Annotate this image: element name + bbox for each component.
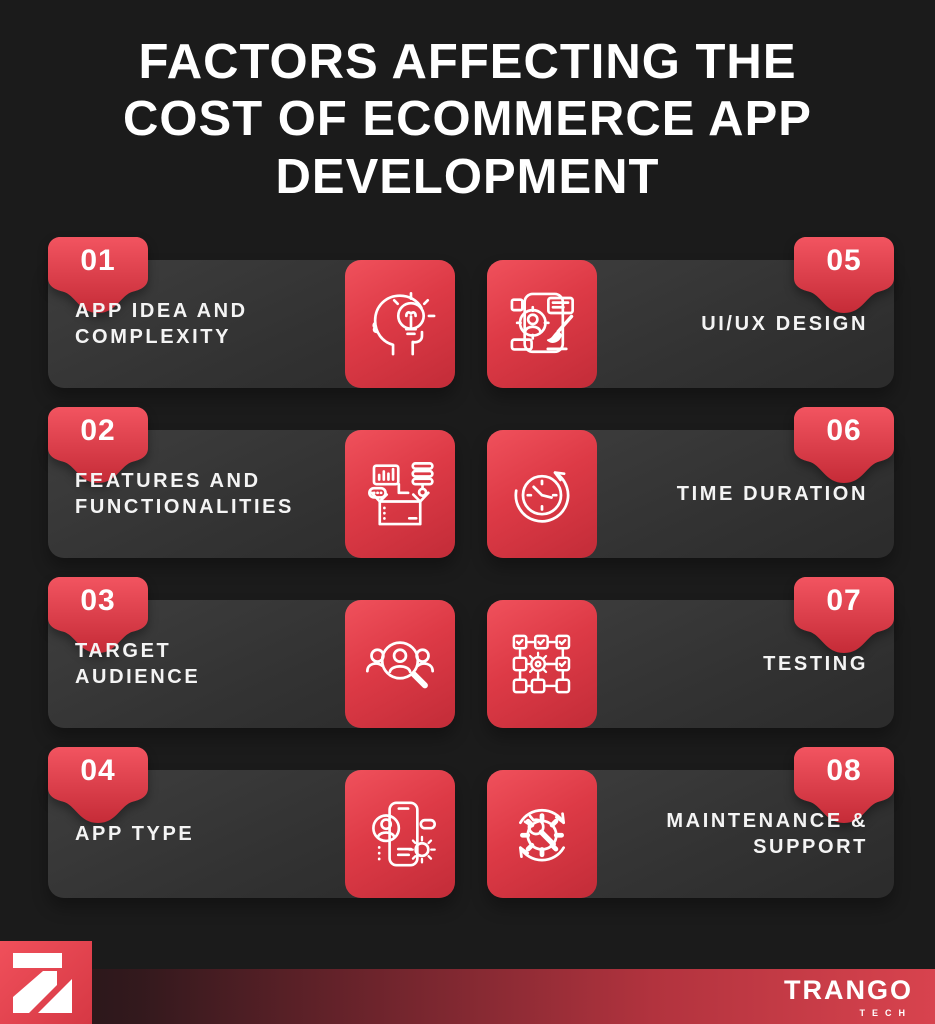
- factor-number-badge: 03: [48, 577, 148, 653]
- factor-label: UI/UX DESIGN: [701, 312, 868, 335]
- factor-number-badge: 08: [794, 747, 894, 823]
- maintenance-support-icon: [487, 770, 597, 898]
- factor-card-03: 03 TARGET AUDIENCE: [48, 577, 455, 728]
- factor-number: 06: [826, 414, 862, 447]
- trango-arrow-logo: [0, 941, 92, 1024]
- factor-number: 02: [80, 414, 116, 447]
- factor-number-badge: 01: [48, 237, 148, 313]
- factor-number: 03: [80, 584, 116, 617]
- factor-card-07: 07 TESTING: [487, 577, 894, 728]
- brand-sub: TECH: [859, 1008, 912, 1018]
- features-box-icon: [345, 430, 455, 558]
- factor-card-01: 01 APP IDEA AND COMPLEXITY: [48, 237, 455, 388]
- brand: TRANGO TECH: [784, 975, 913, 1019]
- testing-icon: [487, 600, 597, 728]
- factor-number: 04: [80, 754, 116, 787]
- factor-label: FEATURES AND FUNCTIONALITIES: [75, 469, 294, 518]
- factor-number-badge: 05: [794, 237, 894, 313]
- page-title: FACTORS AFFECTING THE COST OF ECOMMERCE …: [123, 35, 812, 204]
- factor-number: 05: [826, 244, 862, 277]
- factor-number-badge: 06: [794, 407, 894, 483]
- uiux-design-icon: [487, 260, 597, 388]
- app-type-icon: [345, 770, 455, 898]
- factor-card-02: 02 FEATURES AND FUNCTIONALITIES: [48, 407, 455, 558]
- factor-number: 08: [826, 754, 862, 787]
- footer-bar: TRANGO TECH: [0, 969, 935, 1024]
- target-audience-icon: [345, 600, 455, 728]
- factor-label: APP TYPE: [75, 822, 195, 845]
- factor-number: 01: [80, 244, 116, 277]
- brand-name: TRANGO: [784, 975, 913, 1005]
- factor-card-05: 05 UI/UX DESIGN: [487, 237, 894, 388]
- factor-card-08: 08 MAINTENANCE & SUPPORT: [487, 747, 894, 898]
- factor-number-badge: 02: [48, 407, 148, 483]
- factor-label: TIME DURATION: [676, 482, 868, 505]
- factor-number-badge: 04: [48, 747, 148, 823]
- factor-card-06: 06 TIME DURATION: [487, 407, 894, 558]
- factor-label: APP IDEA AND COMPLEXITY: [75, 299, 248, 348]
- factor-number: 07: [826, 584, 862, 617]
- factor-label: MAINTENANCE & SUPPORT: [666, 809, 868, 858]
- factor-card-04: 04 APP TYPE: [48, 747, 455, 898]
- factor-label: TESTING: [763, 652, 868, 675]
- time-duration-icon: [487, 430, 597, 558]
- idea-head-icon: [345, 260, 455, 388]
- factor-number-badge: 07: [794, 577, 894, 653]
- factor-label: TARGET AUDIENCE: [75, 639, 201, 688]
